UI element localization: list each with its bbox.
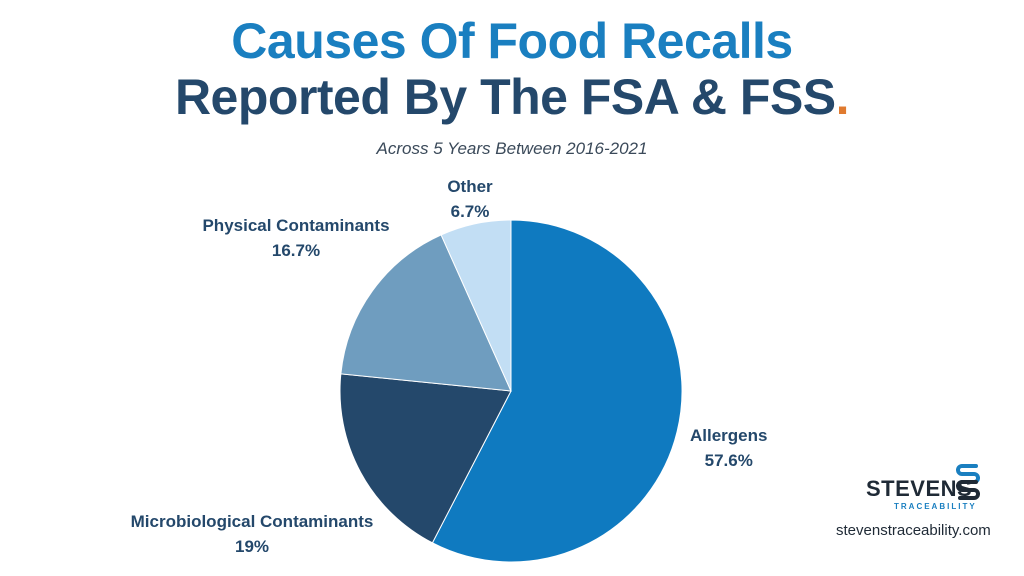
- slice-label-other-value: 6.7%: [450, 202, 490, 221]
- slice-label-microbiological-value: 19%: [234, 537, 270, 556]
- slice-label-allergens-value: 57.6%: [704, 451, 753, 470]
- slice-label-physical-value: 16.7%: [271, 241, 321, 260]
- pie-slice-allergens: [431, 219, 683, 563]
- chart-subtitle: Across 5 Years Between 2016-2021: [376, 139, 648, 158]
- logo-name: STEVENS: [866, 476, 973, 501]
- chart-title-line2-text: Reported By The FSA & FSS: [174, 69, 836, 125]
- slice-label-other: Other 6.7%: [430, 174, 510, 224]
- chart-title-line2: Reported By The FSA & FSS.: [0, 68, 1024, 126]
- website-url: stevenstraceability.com: [836, 522, 991, 539]
- pie-slice-other: [440, 219, 512, 392]
- slice-label-allergens-name: Allergens: [690, 426, 768, 445]
- title-accent-dot: .: [835, 69, 850, 125]
- slice-label-physical-name: Physical Contaminants: [202, 216, 390, 235]
- logo-subtitle: TRACEABILITY: [894, 502, 977, 511]
- slice-label-physical: Physical Contaminants 16.7%: [196, 213, 396, 263]
- slice-label-microbiological-name: Microbiological Contaminants: [130, 512, 374, 531]
- stacked-s-icon: [956, 464, 980, 500]
- slice-label-microbiological: Microbiological Contaminants 19%: [124, 509, 380, 559]
- slice-label-allergens: Allergens 57.6%: [690, 423, 767, 473]
- chart-title-line1: Causes Of Food Recalls: [231, 13, 793, 69]
- stevens-logo: STEVENS TRACEABILITY: [866, 462, 986, 512]
- slice-label-other-name: Other: [447, 177, 493, 196]
- pie-slice-microbiological: [339, 373, 512, 544]
- pie-slice-physical: [340, 234, 512, 392]
